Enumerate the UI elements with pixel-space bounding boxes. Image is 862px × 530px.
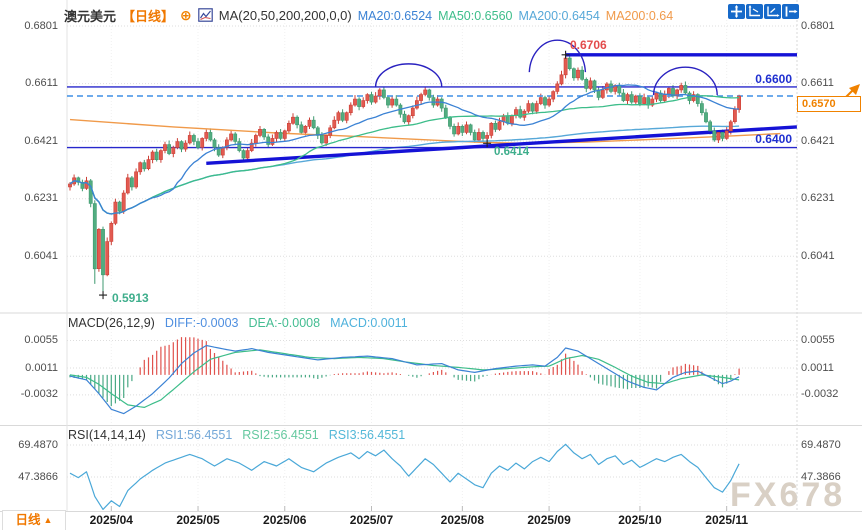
y-tick-label: 0.6801 (24, 19, 58, 32)
period-button[interactable]: 日线 ▲ (2, 510, 66, 530)
toolbar (727, 4, 799, 22)
x-axis: 日线 ▲ 2025/04 2025/05 2025/06 2025/07 2025/08 2… (0, 510, 862, 530)
x-tick-label: 2025/06 (263, 513, 307, 527)
fit-horizontal-axis-icon[interactable] (764, 4, 781, 19)
ma200-value: MA200:0.6454 (518, 8, 600, 23)
y-tick-label: 0.0055 (801, 334, 835, 346)
x-tick-label: 2025/11 (705, 513, 749, 527)
y-tick-label: 69.4870 (801, 438, 841, 451)
fit-vertical-axis-icon[interactable] (746, 4, 763, 19)
x-tick-label: 2025/05 (176, 513, 220, 527)
current-price-badge: 0.6570 (797, 96, 861, 112)
y-tick-label: 47.3866 (801, 470, 841, 483)
macd-diff-value: DIFF:-0.0003 (164, 316, 239, 330)
y-tick-label: 0.6611 (25, 77, 58, 90)
y-tick-label: 0.6801 (801, 19, 835, 32)
y-tick-label: 0.6421 (24, 134, 58, 147)
upper-level-price-label: 0.6600 (755, 72, 792, 86)
ma20-value: MA20:0.6524 (357, 8, 433, 23)
y-tick-label: 0.6231 (24, 192, 58, 205)
symbol-name: 澳元美元 (64, 9, 117, 24)
macd-header: MACD(26,12,9) DIFF:-0.0003 DEA:-0.0008 MACD… (68, 316, 418, 330)
y-tick-label: 47.3866 (18, 470, 58, 483)
y-tick-label: 0.6041 (24, 249, 58, 262)
x-tick-label: 2025/10 (618, 513, 662, 527)
ma-settings-label: MA(20,50,200,200,0,0) (218, 8, 352, 23)
y-tick-label: 0.0055 (24, 334, 58, 346)
rsi-header: RSI(14,14,14) RSI1:56.4551 RSI2:56.4551 RSI… (68, 428, 415, 442)
macd-macd-value: MACD:0.0011 (330, 316, 408, 330)
y-tick-label: 69.4870 (18, 438, 58, 451)
y-tick-label: 0.6231 (801, 192, 835, 205)
settings-icon[interactable]: ⊕ (180, 7, 192, 23)
move-tool-icon[interactable] (728, 4, 745, 19)
macd-title: MACD(26,12,9) (68, 316, 155, 330)
rsi1-value: RSI1:56.4551 (155, 428, 233, 442)
x-tick-label: 2025/08 (440, 513, 485, 527)
triangle-up-icon: ▲ (43, 515, 53, 525)
crash-low-price-label: 0.5913 (112, 291, 149, 305)
x-tick-label: 2025/09 (527, 513, 571, 527)
y-tick-label: 0.6611 (801, 77, 834, 90)
rsi3-value: RSI3:56.4551 (328, 428, 406, 442)
y-tick-label: 0.0011 (25, 361, 58, 374)
watermark: FX678 (730, 476, 846, 514)
indicator-chart-icon[interactable] (197, 8, 213, 23)
ma200-weekly-value: MA200:0.64 (605, 8, 674, 23)
resistance-price-label: 0.6706 (570, 38, 607, 52)
go-to-latest-icon[interactable] (782, 4, 799, 19)
period-tag[interactable]: 【日线】 (122, 9, 175, 24)
lower-level-price-label: 0.6400 (755, 132, 792, 146)
chart-header: 澳元美元 【日线】 ⊕ MA(20,50,200,200,0,0) MA20:0.652… (64, 6, 679, 25)
y-tick-label: -0.0032 (20, 388, 58, 401)
x-tick-label: 2025/04 (89, 513, 133, 527)
ma50-value: MA50:0.6560 (438, 8, 513, 23)
macd-dea-value: DEA:-0.0008 (248, 316, 321, 330)
y-tick-label: -0.0032 (801, 388, 839, 401)
y-tick-label: 0.6041 (801, 249, 835, 262)
period-button-label: 日线 (15, 513, 41, 527)
trendline-touch-price-label: 0.6414 (494, 146, 530, 158)
y-tick-label: 0.6421 (801, 134, 835, 147)
rsi-title: RSI(14,14,14) (68, 428, 146, 442)
y-tick-label: 0.0011 (801, 361, 834, 374)
x-tick-label: 2025/07 (349, 513, 394, 527)
rsi2-value: RSI2:56.4551 (242, 428, 319, 442)
